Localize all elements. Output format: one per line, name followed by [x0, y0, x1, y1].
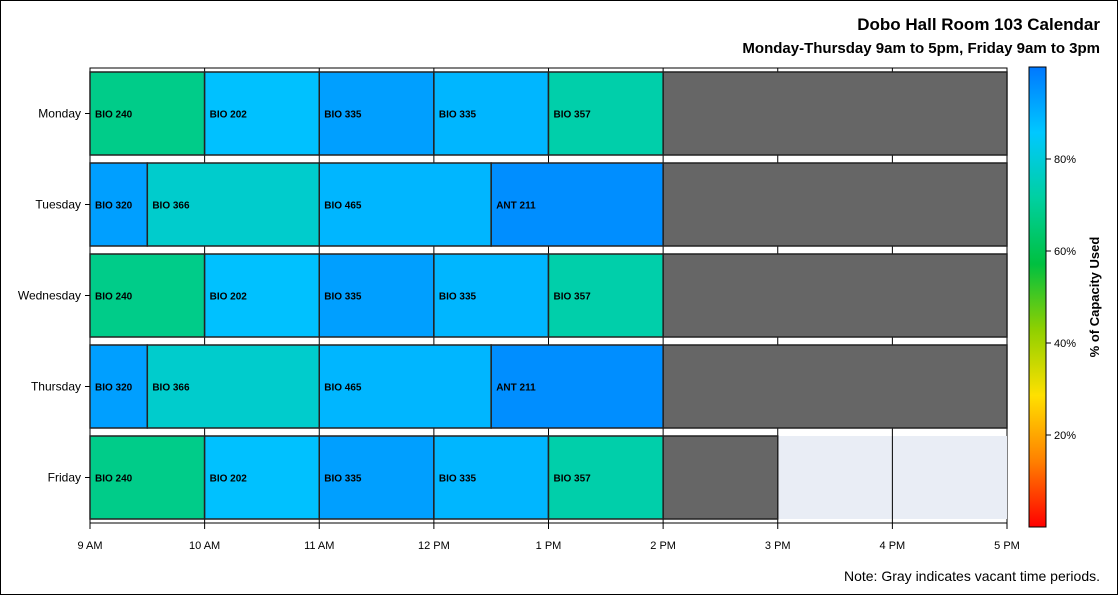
session-label: ANT 211	[496, 201, 536, 212]
chart-note: Note: Gray indicates vacant time periods…	[843, 568, 1100, 584]
session-label: BIO 335	[324, 292, 362, 303]
session-label: BIO 202	[210, 474, 248, 485]
session-label: BIO 357	[554, 474, 592, 485]
session-label: BIO 335	[439, 292, 477, 303]
session-label: BIO 240	[95, 474, 133, 485]
colorbar-label: % of Capacity Used	[1087, 237, 1102, 358]
session-label: BIO 366	[152, 383, 190, 394]
y-tick-label: Thursday	[31, 380, 81, 394]
x-tick-label: 11 AM	[304, 540, 334, 552]
session-bar	[547, 71, 664, 156]
y-tick-label: Tuesday	[35, 198, 81, 212]
session-bar	[203, 435, 320, 520]
session-bar	[203, 253, 320, 338]
session-bar	[547, 253, 664, 338]
plot-area: BIO 240 BIO 202 BIO 335 BIO 335 BIO 357 Monda…	[18, 67, 1020, 552]
session-bar	[318, 435, 435, 520]
session-bar	[146, 344, 320, 429]
session-bar	[490, 162, 664, 247]
session-bar	[318, 253, 435, 338]
session-label: BIO 357	[554, 292, 592, 303]
colorbar-tick-label: 40%	[1054, 338, 1076, 350]
vacant-bar	[662, 162, 1008, 247]
session-bar	[318, 162, 492, 247]
x-tick-label: 12 PM	[418, 540, 450, 552]
session-label: BIO 335	[324, 474, 362, 485]
session-bar	[89, 71, 206, 156]
session-label: BIO 465	[324, 201, 362, 212]
chart-title: Dobo Hall Room 103 Calendar	[857, 15, 1100, 34]
x-tick-label: 10 AM	[189, 540, 220, 552]
colorbar: 20% 40% 60% 80% % of Capacity Used	[1028, 66, 1102, 528]
y-tick-label: Monday	[38, 107, 81, 121]
session-label: BIO 335	[439, 474, 477, 485]
session-bar	[89, 253, 206, 338]
session-label: BIO 202	[210, 292, 248, 303]
x-tick-label: 3 PM	[765, 540, 791, 552]
colorbar-gradient	[1028, 66, 1047, 528]
x-tick-label: 2 PM	[650, 540, 676, 552]
session-label: BIO 320	[95, 201, 133, 212]
session-label: BIO 357	[554, 110, 592, 121]
session-label: BIO 202	[210, 110, 248, 121]
session-bar	[490, 344, 664, 429]
session-bar	[433, 71, 550, 156]
session-label: BIO 240	[95, 110, 133, 121]
x-tick-label: 1 PM	[536, 540, 562, 552]
session-label: BIO 465	[324, 383, 362, 394]
session-bar	[547, 435, 664, 520]
session-label: BIO 240	[95, 292, 133, 303]
colorbar-tick-label: 80%	[1054, 154, 1076, 166]
x-tick-label: 5 PM	[994, 540, 1020, 552]
vacant-bar	[662, 253, 1008, 338]
colorbar-tick-label: 60%	[1054, 246, 1076, 258]
x-tick-label: 9 AM	[77, 540, 102, 552]
session-bar	[318, 344, 492, 429]
session-label: BIO 366	[152, 201, 190, 212]
vacant-bar	[662, 71, 1008, 156]
y-tick-label: Friday	[48, 471, 81, 485]
chart-subtitle: Monday-Thursday 9am to 5pm, Friday 9am t…	[742, 40, 1100, 57]
session-label: BIO 335	[324, 110, 362, 121]
vacant-bar	[662, 344, 1008, 429]
colorbar-tick-label: 20%	[1054, 430, 1076, 442]
session-bar	[89, 162, 149, 247]
session-label: ANT 211	[496, 383, 536, 394]
x-tick-label: 4 PM	[880, 540, 906, 552]
vacant-bar	[662, 435, 779, 520]
session-bar	[433, 435, 550, 520]
session-bar	[433, 253, 550, 338]
session-bar	[146, 162, 320, 247]
session-bar	[89, 344, 149, 429]
y-tick-label: Wednesday	[18, 289, 81, 303]
session-label: BIO 335	[439, 110, 477, 121]
session-label: BIO 320	[95, 383, 133, 394]
